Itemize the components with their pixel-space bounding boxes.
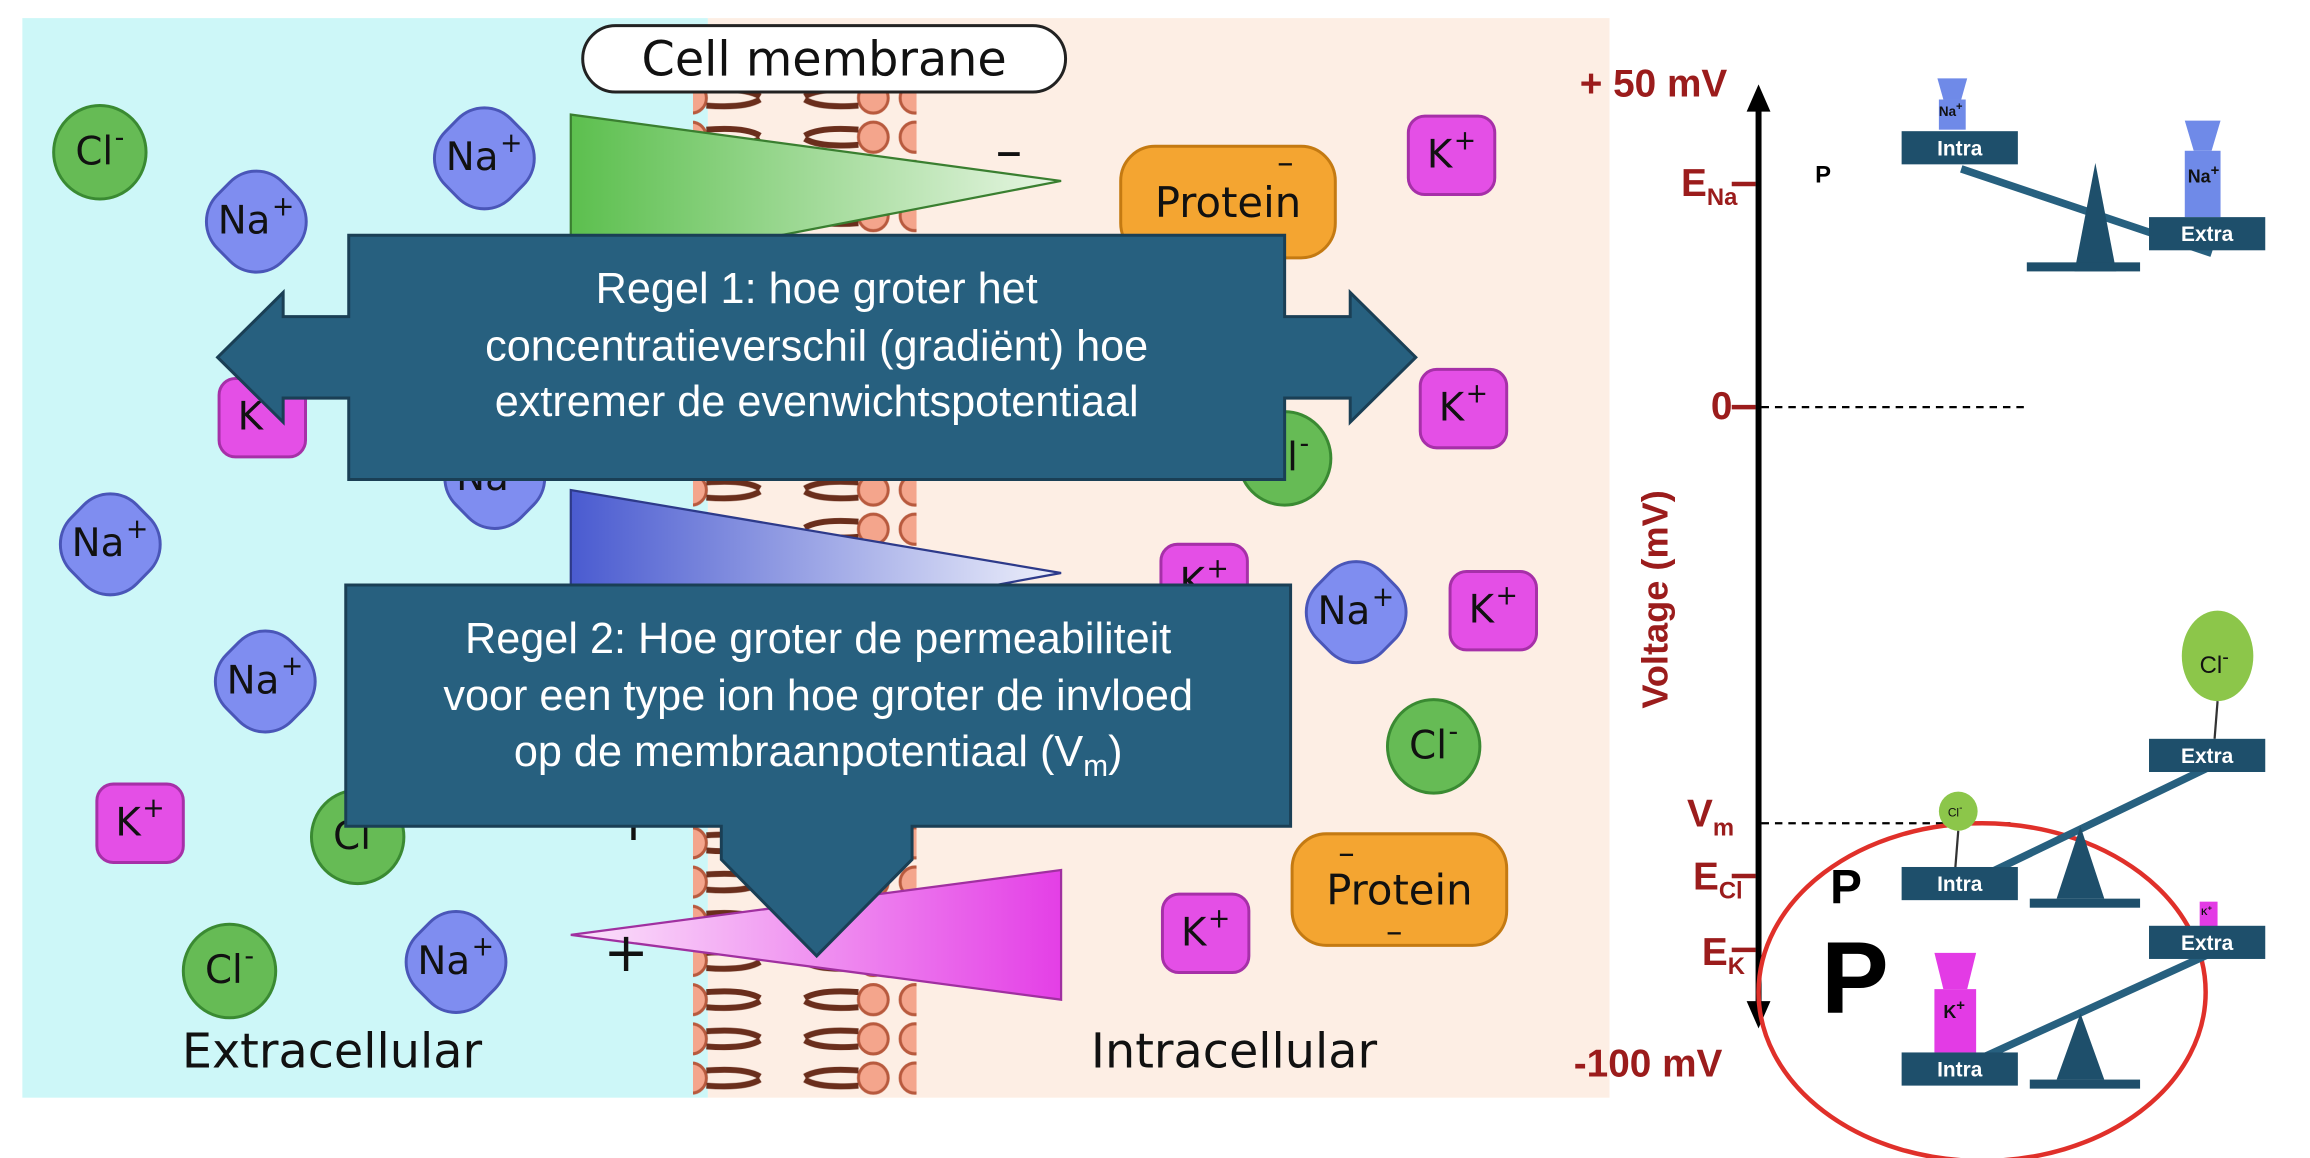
- rule2-down-arrow: [344, 583, 1293, 959]
- intracellular-label: Intracellular: [1090, 1022, 1378, 1080]
- p-na-label: P: [1815, 162, 1832, 189]
- axis-zero-label: 0: [1710, 382, 1733, 429]
- rule1-text: Regel 1: hoe groter het concentratievers…: [485, 265, 1149, 428]
- cl-ion: Cl-: [181, 922, 278, 1020]
- minus-sign: –: [995, 120, 1023, 183]
- na-weight-small: Na+: [1938, 99, 1963, 120]
- cell-membrane-label: Cell membrane: [581, 24, 1068, 94]
- vm-label: Vm: [1687, 790, 1735, 842]
- p-cl-label: P: [1830, 859, 1862, 914]
- cl-balloon-small: Cl-: [1947, 803, 1963, 820]
- k-weight-small: K+: [2201, 904, 2213, 919]
- protein-ion: – Protein –: [1290, 832, 1509, 949]
- extracellular-label: Extracellular: [181, 1022, 483, 1080]
- cl-ion: Cl-: [1385, 698, 1482, 795]
- axis-top-label: + 50 mV: [1579, 60, 1728, 106]
- k-ion: K+: [1406, 114, 1497, 197]
- axis-bottom-label: -100 mV: [1573, 1040, 1723, 1086]
- rule1-double-arrow: [215, 233, 1418, 481]
- k-extra-platform: Extra: [2149, 925, 2266, 959]
- k-ion: K+: [1160, 892, 1251, 975]
- e-na-label: ENa: [1681, 159, 1738, 212]
- e-k-label: EK: [1701, 928, 1746, 981]
- voltage-axis: [1731, 84, 2208, 1158]
- k-ion: K+: [1448, 569, 1538, 652]
- p-k-label: P: [1821, 921, 1889, 1036]
- cl-extra-platform: Extra: [2149, 738, 2266, 772]
- k-ion: K+: [95, 782, 185, 864]
- rule2-text: Regel 2: Hoe groter de permeabiliteit vo…: [443, 615, 1193, 785]
- k-ion: K+: [1418, 367, 1509, 450]
- seesaw-scales: [1934, 78, 2254, 1089]
- e-cl-label: ECl: [1692, 853, 1743, 905]
- rule-arrows: [215, 233, 1418, 959]
- highlight-circle: [1756, 821, 2208, 1158]
- plus-sign: +: [603, 922, 649, 985]
- na-intra-platform: Intra: [1901, 131, 2018, 165]
- na-extra-platform: Extra: [2149, 217, 2266, 251]
- y-axis-label: Voltage (mV): [1636, 490, 1677, 709]
- cl-intra-platform: Intra: [1901, 866, 2018, 901]
- k-intra-platform: Intra: [1901, 1052, 2018, 1086]
- cl-balloon-large: Cl-: [2199, 645, 2229, 680]
- na-weight-large: Na+: [2187, 162, 2220, 187]
- cl-ion: Cl-: [52, 104, 148, 201]
- k-weight-large: K+: [1943, 998, 1965, 1023]
